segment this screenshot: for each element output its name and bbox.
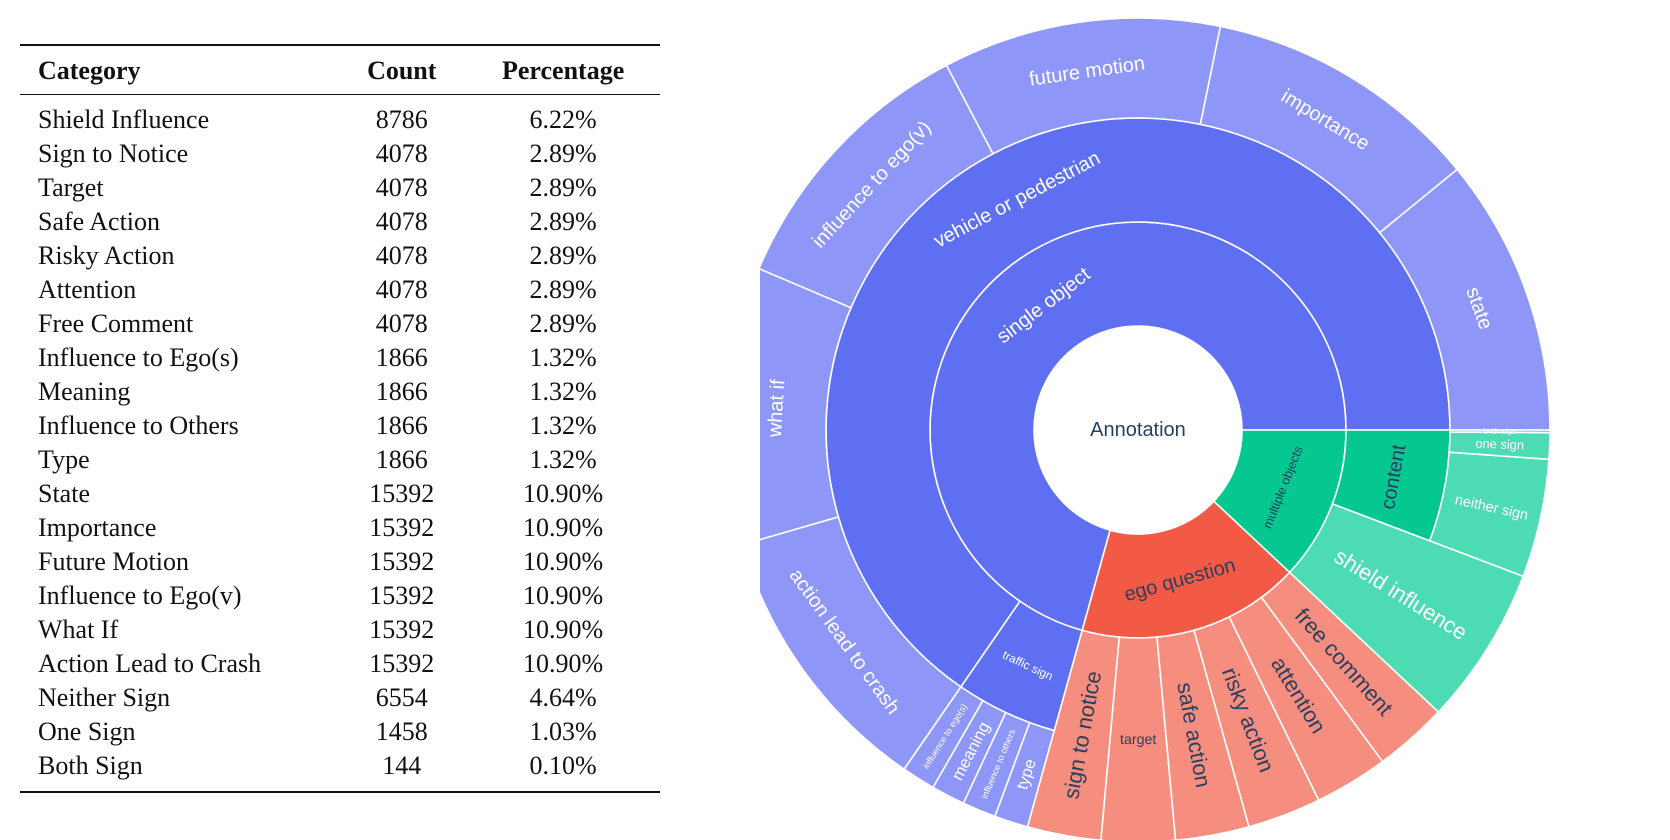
- table-row: Type 1866 1.32%: [20, 443, 660, 477]
- cell-percentage: 10.90%: [523, 479, 604, 508]
- cell-category: What If: [38, 615, 119, 644]
- wedge-both-sign: [1449, 429, 1551, 434]
- cell-category: Influence to Others: [38, 411, 239, 440]
- cell-count: 4078: [375, 309, 428, 338]
- sunburst-wedges: [760, 17, 1551, 840]
- cell-count: 15392: [369, 547, 435, 576]
- cell-percentage: 10.90%: [523, 513, 604, 542]
- cell-count: 4078: [375, 173, 428, 202]
- cell-percentage: 2.89%: [529, 139, 597, 168]
- cell-category: Safe Action: [38, 207, 161, 236]
- category-table-panel: Category Count Percentage Shield Influen…: [20, 44, 660, 793]
- table-row: Action Lead to Crash 15392 10.90%: [20, 647, 660, 681]
- cell-category: Influence to Ego(s): [38, 343, 239, 372]
- cell-category: One Sign: [38, 717, 136, 746]
- table-row: Future Motion 15392 10.90%: [20, 545, 660, 579]
- label-target: target: [1120, 732, 1156, 748]
- cell-count: 4078: [375, 139, 428, 168]
- cell-category: Action Lead to Crash: [38, 649, 262, 678]
- cell-percentage: 1.03%: [529, 717, 597, 746]
- header-percentage: Percentage: [502, 56, 625, 85]
- table-row: Influence to Ego(v) 15392 10.90%: [20, 579, 660, 613]
- table-row: Neither Sign 6554 4.64%: [20, 681, 660, 715]
- cell-percentage: 2.89%: [529, 207, 597, 236]
- cell-category: Future Motion: [38, 547, 189, 576]
- cell-percentage: 10.90%: [523, 581, 604, 610]
- cell-category: Free Comment: [38, 309, 194, 338]
- table-header: Category Count Percentage: [20, 45, 660, 95]
- cell-percentage: 2.89%: [529, 309, 597, 338]
- cell-category: State: [38, 479, 90, 508]
- cell-count: 15392: [369, 513, 435, 542]
- cell-percentage: 4.64%: [529, 683, 597, 712]
- cell-category: Influence to Ego(v): [38, 581, 242, 610]
- cell-percentage: 0.10%: [529, 751, 597, 780]
- table-body: Shield Influence 8786 6.22% Sign to Notice 4…: [20, 95, 660, 792]
- cell-count: 144: [382, 751, 422, 780]
- cell-category: Shield Influence: [38, 105, 210, 134]
- cell-count: 4078: [375, 241, 428, 270]
- cell-percentage: 1.32%: [529, 445, 597, 474]
- cell-count: 15392: [369, 479, 435, 508]
- cell-count: 4078: [375, 275, 428, 304]
- table-row: Attention 4078 2.89%: [20, 273, 660, 307]
- table-row: Shield Influence 8786 6.22%: [20, 95, 660, 138]
- cell-count: 8786: [375, 105, 428, 134]
- cell-percentage: 2.89%: [529, 241, 597, 270]
- cell-category: Neither Sign: [38, 683, 171, 712]
- table-header-row: Category Count Percentage: [20, 45, 660, 95]
- cell-count: 15392: [369, 581, 435, 610]
- label-both-sign: both sign: [1484, 427, 1516, 436]
- cell-category: Risky Action: [38, 241, 175, 270]
- table-row: One Sign 1458 1.03%: [20, 715, 660, 749]
- table-row: Sign to Notice 4078 2.89%: [20, 137, 660, 171]
- cell-percentage: 10.90%: [523, 649, 604, 678]
- table-row: What If 15392 10.90%: [20, 613, 660, 647]
- table-row: State 15392 10.90%: [20, 477, 660, 511]
- table-row: Target 4078 2.89%: [20, 171, 660, 205]
- cell-count: 1866: [375, 343, 428, 372]
- cell-count: 1458: [375, 717, 428, 746]
- table-row: Risky Action 4078 2.89%: [20, 239, 660, 273]
- cell-percentage: 1.32%: [529, 343, 597, 372]
- cell-category: Type: [38, 445, 90, 474]
- label-what-if: what if: [764, 378, 790, 438]
- cell-percentage: 10.90%: [523, 615, 604, 644]
- cell-count: 1866: [375, 445, 428, 474]
- cell-category: Meaning: [38, 377, 131, 406]
- table-row: Influence to Ego(s) 1866 1.32%: [20, 341, 660, 375]
- sunburst-center-label: Annotation: [1090, 419, 1186, 441]
- table-row: Importance 15392 10.90%: [20, 511, 660, 545]
- table-row: Safe Action 4078 2.89%: [20, 205, 660, 239]
- cell-count: 4078: [375, 207, 428, 236]
- cell-count: 6554: [375, 683, 428, 712]
- cell-category: Target: [38, 173, 104, 202]
- cell-count: 1866: [375, 411, 428, 440]
- table-row: Influence to Others 1866 1.32%: [20, 409, 660, 443]
- cell-percentage: 2.89%: [529, 275, 597, 304]
- cell-percentage: 2.89%: [529, 173, 597, 202]
- cell-percentage: 1.32%: [529, 411, 597, 440]
- cell-count: 15392: [369, 649, 435, 678]
- category-table: Category Count Percentage Shield Influen…: [20, 44, 660, 793]
- label-one-sign: one sign: [1475, 436, 1524, 453]
- cell-category: Sign to Notice: [38, 139, 189, 168]
- cell-category: Both Sign: [38, 751, 143, 780]
- table-row: Free Comment 4078 2.89%: [20, 307, 660, 341]
- table-row: Meaning 1866 1.32%: [20, 375, 660, 409]
- table-row: Both Sign 144 0.10%: [20, 749, 660, 792]
- cell-percentage: 6.22%: [529, 105, 597, 134]
- cell-percentage: 1.32%: [529, 377, 597, 406]
- cell-category: Importance: [38, 513, 157, 542]
- cell-category: Attention: [38, 275, 137, 304]
- wedge-what-if: [760, 268, 852, 541]
- header-category: Category: [38, 56, 141, 85]
- cell-count: 1866: [375, 377, 428, 406]
- cell-percentage: 10.90%: [523, 547, 604, 576]
- wedge-influence-to-ego-v: [760, 64, 995, 309]
- cell-count: 15392: [369, 615, 435, 644]
- header-count: Count: [367, 56, 437, 85]
